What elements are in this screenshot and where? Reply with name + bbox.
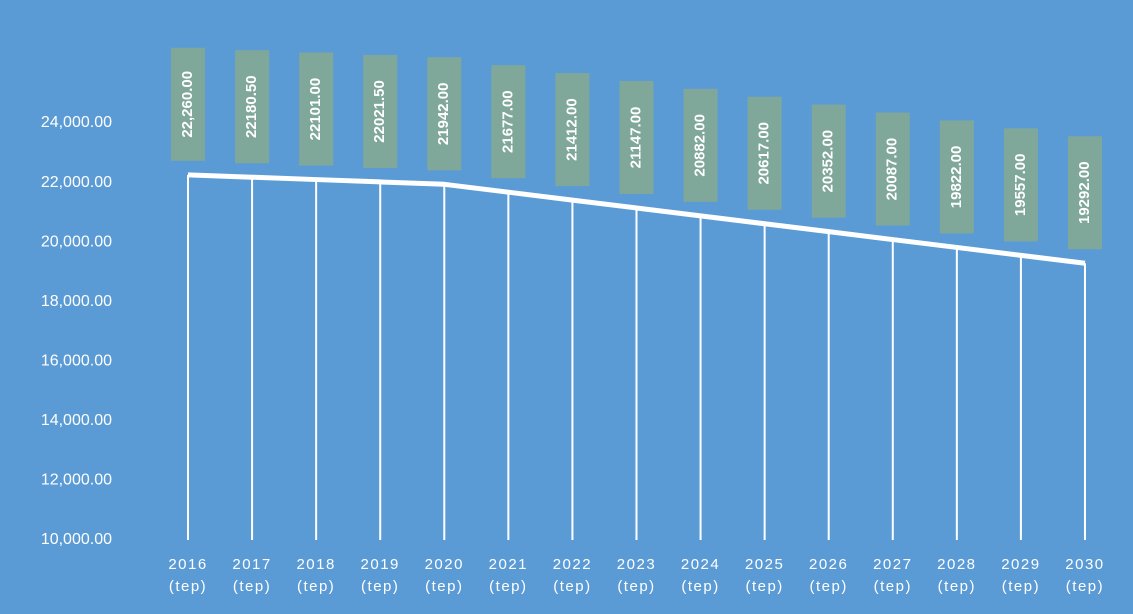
data-label: 21147.00 (627, 107, 644, 169)
x-tick-label: 2017 (tep) (232, 556, 272, 595)
data-label-box (811, 104, 846, 218)
data-label-box (875, 112, 910, 226)
data-label-box (299, 52, 334, 166)
x-tick-label: 2020 (tep) (424, 556, 464, 595)
data-label-box (555, 73, 590, 187)
x-tick-label: 2025 (tep) (744, 556, 785, 595)
data-label: 22,260.00 (179, 71, 196, 138)
y-tick-label: 18,000.00 (41, 293, 112, 310)
data-label-box (619, 80, 654, 194)
data-label-box (491, 65, 526, 179)
data-label-box (1003, 128, 1038, 242)
data-label: 21942.00 (435, 83, 452, 146)
data-label: 21677.00 (499, 90, 516, 153)
x-tick-label: 2029 (tep) (1001, 556, 1041, 595)
data-label-box (1067, 136, 1102, 250)
data-label-box (171, 47, 205, 161)
x-tick-label: 2026 (tep) (809, 556, 849, 595)
x-tick-label: 2028 (tep) (937, 556, 977, 595)
x-tick-label: 2016 (tep) (168, 556, 208, 595)
data-label-box (683, 88, 718, 202)
x-tick-label: 2021 (tep) (488, 556, 529, 595)
y-tick-label: 10,000.00 (41, 531, 112, 548)
x-tick-label: 2022 (tep) (552, 556, 593, 595)
data-label: 21412.00 (563, 98, 580, 161)
x-tick-label: 2019 (tep) (360, 556, 400, 595)
data-label: 20617.00 (756, 122, 773, 185)
data-label-box (235, 50, 270, 164)
line (187, 172, 1086, 266)
data-label: 19822.00 (948, 146, 965, 209)
data-label: 19292.00 (1076, 161, 1093, 224)
data-label: 22180.50 (243, 75, 260, 138)
data-label-box (363, 54, 398, 168)
y-tick-label: 16,000.00 (41, 353, 112, 370)
data-label-box (747, 96, 782, 210)
data-label: 20352.00 (820, 130, 837, 193)
data-label: 20087.00 (884, 138, 901, 201)
y-tick-label: 22,000.00 (41, 174, 112, 191)
y-tick-label: 24,000.00 (41, 114, 112, 131)
data-label: 22021.50 (371, 80, 388, 143)
x-tick-label: 2027 (tep) (873, 556, 913, 595)
data-label-box (939, 120, 974, 234)
x-tick-label: 2030 (tep) (1065, 556, 1105, 595)
data-label: 20882.00 (692, 114, 709, 177)
x-tick-label: 2023 (tep) (616, 556, 657, 595)
data-label: 19557.00 (1012, 154, 1029, 217)
x-tick-label: 2018 (tep) (296, 556, 336, 595)
data-label-box (427, 57, 462, 171)
data-label: 22101.00 (307, 78, 324, 141)
y-tick-label: 12,000.00 (41, 472, 112, 489)
y-tick-label: 20,000.00 (41, 233, 112, 250)
x-tick-label: 2024 (tep) (680, 556, 721, 595)
y-tick-label: 14,000.00 (41, 412, 112, 429)
